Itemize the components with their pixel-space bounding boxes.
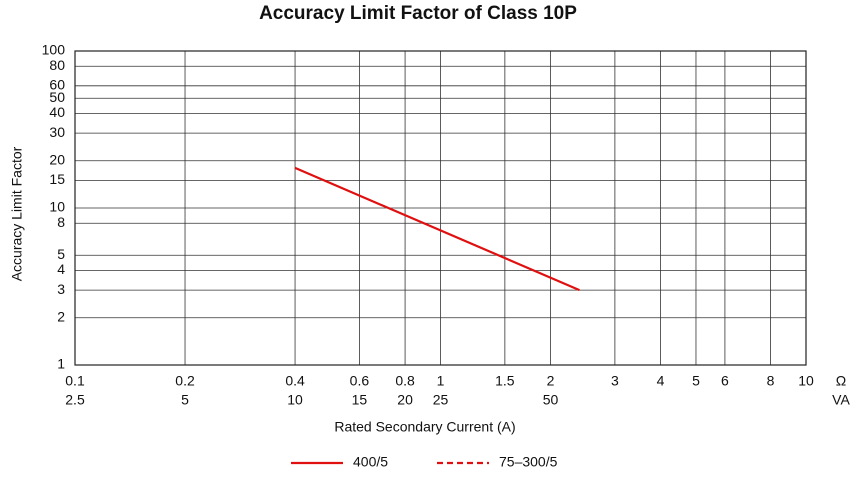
y-tick-label: 15 [49, 171, 65, 187]
x-tick-label: 8 [767, 373, 775, 389]
x2-tick-label: 20 [397, 392, 413, 408]
x2-tick-label: 50 [543, 392, 559, 408]
x-tick-label: 1.5 [495, 373, 515, 389]
y-axis-label: Accuracy Limit Factor [9, 146, 25, 281]
y-tick-label: 10 [49, 199, 65, 215]
y-tick-label: 4 [57, 261, 65, 277]
x-tick-label: 1 [437, 373, 445, 389]
y-tick-label: 50 [49, 89, 65, 105]
x-tick-label: 3 [611, 373, 619, 389]
x-tick-label: 4 [657, 373, 665, 389]
x-tick-label: 6 [721, 373, 729, 389]
y-tick-label: 3 [57, 281, 65, 297]
x2-tick-label: 10 [287, 392, 303, 408]
plot-frame [74, 50, 807, 366]
x2-tick-label: 15 [352, 392, 368, 408]
x2-tick-label: 25 [433, 392, 449, 408]
x-tick-label: 0.8 [395, 373, 415, 389]
y-tick-label: 5 [57, 246, 65, 262]
y-tick-label: 60 [49, 77, 65, 93]
x-unit: Ω [836, 373, 846, 389]
y-tick-label: 2 [57, 308, 65, 324]
x-tick-label: 0.2 [175, 373, 195, 389]
x2-tick-label: 5 [181, 392, 189, 408]
y-tick-label: 20 [49, 151, 65, 167]
data-line [294, 166, 580, 292]
x-tick-label: 0.6 [350, 373, 370, 389]
y-tick-label: 100 [42, 42, 66, 58]
y-tick-label: 30 [49, 124, 65, 140]
x-tick-label: 0.4 [285, 373, 305, 389]
y-tick-label: 1 [57, 356, 65, 372]
x-tick-label: 5 [692, 373, 700, 389]
y-tick-label: 80 [49, 57, 65, 73]
legend-label: 75–300/5 [499, 454, 558, 470]
x-tick-label: 10 [798, 373, 814, 389]
x-tick-label: 0.1 [65, 373, 85, 389]
x2-tick-label: 2.5 [65, 392, 85, 408]
y-tick-label: 40 [49, 104, 65, 120]
x-tick-label: 2 [547, 373, 555, 389]
x-axis-label: Rated Secondary Current (A) [334, 419, 515, 435]
chart-title: Accuracy Limit Factor of Class 10P [259, 3, 577, 24]
x2-unit: VA [832, 392, 850, 408]
y-tick-label: 8 [57, 214, 65, 230]
legend-label: 400/5 [353, 454, 388, 470]
